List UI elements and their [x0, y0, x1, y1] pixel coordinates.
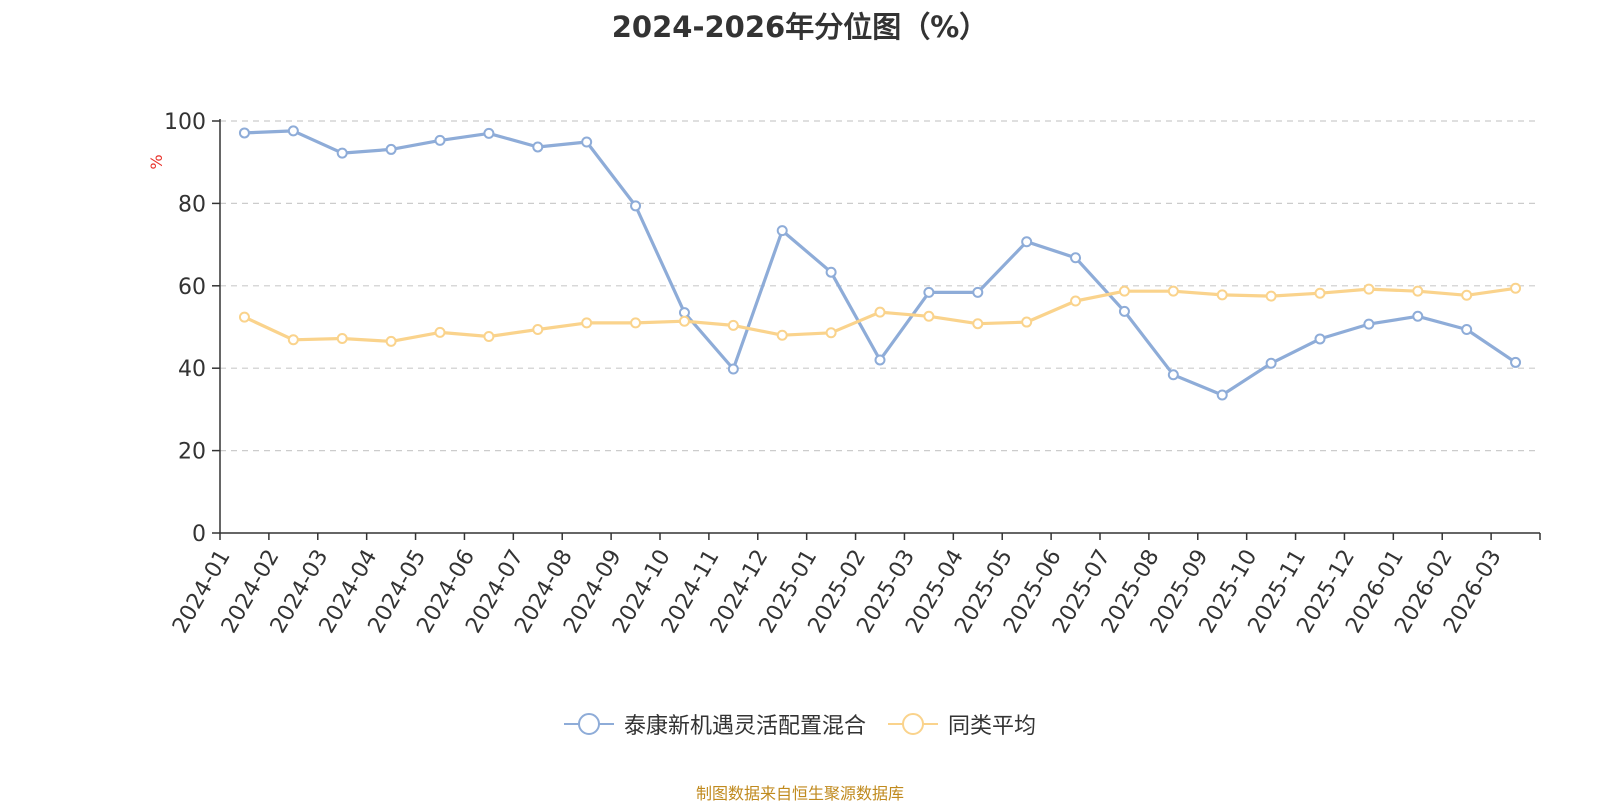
series-2-point	[1314, 287, 1326, 299]
y-tick-label: 40	[178, 357, 206, 382]
series-2-point	[483, 330, 495, 342]
series-1-point	[825, 266, 837, 278]
series-1-point	[483, 127, 495, 139]
y-tick-label: 100	[164, 110, 206, 135]
series-1-point	[776, 225, 788, 237]
series-2-point	[972, 318, 984, 330]
series-1-point	[581, 136, 593, 148]
series-2-point	[385, 335, 397, 347]
line-chart: 020406080100%2024-012024-022024-032024-0…	[147, 110, 1541, 638]
series-1-point	[630, 200, 642, 212]
grid-lines	[220, 120, 1540, 452]
series-2-point	[776, 329, 788, 341]
legend-marker-series-1	[563, 713, 614, 735]
series-1-point	[385, 143, 397, 155]
series-2-point	[434, 326, 446, 338]
series-1-point	[336, 147, 348, 159]
series-2-point	[1021, 316, 1033, 328]
series-1-point	[287, 125, 299, 137]
y-tick-label: 20	[178, 440, 206, 465]
series-1-point	[1021, 236, 1033, 248]
series-2-point	[1118, 285, 1130, 297]
source-note: 制图数据来自恒生聚源数据库	[695, 784, 904, 803]
legend: 泰康新机遇灵活配置混合 同类平均	[0, 708, 1600, 740]
series-1-point	[1461, 323, 1473, 335]
y-tick-label: 0	[192, 522, 206, 547]
legend-label-series-1: 泰康新机遇灵活配置混合	[623, 714, 866, 739]
series-1-point	[727, 363, 739, 375]
series-2-point	[874, 306, 886, 318]
y-tick-label: 80	[178, 192, 206, 217]
series-2-point	[1412, 285, 1424, 297]
series-2-point	[1070, 295, 1082, 307]
chart-title: 2024-2026年分位图（%）	[611, 10, 989, 44]
series-2-point	[630, 317, 642, 329]
series-1-point	[972, 286, 984, 298]
series-1-point	[1510, 356, 1522, 368]
series-2-point	[532, 323, 544, 335]
series-2-point	[1167, 285, 1179, 297]
series-1-point	[874, 354, 886, 366]
legend-marker-series-2	[888, 713, 938, 735]
series-1-point	[1167, 369, 1179, 381]
series-1-point	[1265, 357, 1277, 369]
series-2-point	[825, 327, 837, 339]
series-1-point	[1216, 389, 1228, 401]
series-1-point	[923, 286, 935, 298]
series-2-point	[1510, 282, 1522, 294]
series-layer	[238, 125, 1522, 401]
legend-item-series-2[interactable]: 同类平均	[888, 708, 1036, 740]
series-2-point	[1461, 289, 1473, 301]
series-1-point	[434, 134, 446, 146]
series-2-point	[678, 315, 690, 327]
series-2-point	[923, 310, 935, 322]
series-2-point	[727, 319, 739, 331]
axes: 020406080100%2024-012024-022024-032024-0…	[147, 110, 1541, 638]
series-1-point	[678, 307, 690, 319]
y-axis-label: %	[147, 154, 166, 169]
series-2-point	[336, 333, 348, 345]
series-2-point	[287, 334, 299, 346]
series-1-point	[1412, 310, 1424, 322]
series-1-point	[1363, 318, 1375, 330]
y-tick-label: 60	[178, 275, 206, 300]
series-2-point	[1363, 283, 1375, 295]
legend-label-series-2: 同类平均	[948, 714, 1037, 739]
series-2-point	[1265, 290, 1277, 302]
series-1-point	[1314, 333, 1326, 345]
series-2-point	[238, 311, 250, 323]
series-1-point	[238, 127, 250, 139]
series-2-point	[581, 317, 593, 329]
legend-item-series-1[interactable]: 泰康新机遇灵活配置混合	[563, 708, 866, 740]
series-1-point	[1118, 305, 1130, 317]
series-2-point	[1216, 289, 1228, 301]
series-1-point	[532, 141, 544, 153]
series-1-point	[1070, 252, 1082, 264]
